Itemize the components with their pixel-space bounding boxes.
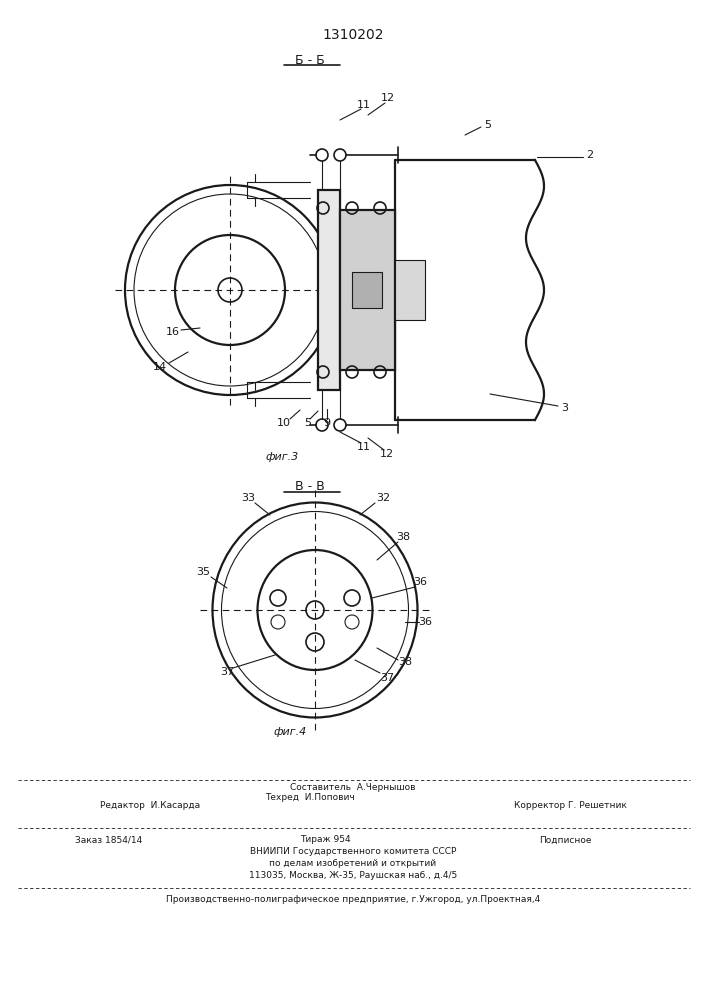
Text: 3: 3: [561, 403, 568, 413]
Text: ВНИИПИ Государственного комитета СССР: ВНИИПИ Государственного комитета СССР: [250, 848, 456, 856]
Text: 33: 33: [241, 493, 255, 503]
Text: 11: 11: [357, 100, 371, 110]
Text: 12: 12: [381, 93, 395, 103]
Text: 36: 36: [418, 617, 432, 627]
Text: 14: 14: [153, 362, 167, 372]
Bar: [340, 210, 395, 370]
Text: 38: 38: [396, 532, 410, 542]
Text: 1310202: 1310202: [322, 28, 384, 42]
Text: фиг.3: фиг.3: [265, 452, 298, 462]
Text: 9: 9: [323, 418, 331, 428]
Text: 12: 12: [380, 449, 394, 459]
Text: Корректор Г. Решетник: Корректор Г. Решетник: [513, 800, 626, 810]
Text: 11: 11: [357, 442, 371, 452]
Text: Подписное: Подписное: [539, 836, 591, 844]
Text: 5: 5: [305, 418, 312, 428]
Text: 37: 37: [220, 667, 234, 677]
Text: Тираж 954: Тираж 954: [300, 836, 350, 844]
Text: В - В: В - В: [295, 481, 325, 493]
Text: 35: 35: [196, 567, 210, 577]
Text: по делам изобретений и открытий: по делам изобретений и открытий: [269, 859, 436, 868]
Text: Производственно-полиграфическое предприятие, г.Ужгород, ул.Проектная,4: Производственно-полиграфическое предприя…: [166, 896, 540, 904]
Text: 16: 16: [166, 327, 180, 337]
Text: Редактор  И.Касарда: Редактор И.Касарда: [100, 800, 200, 810]
Text: Заказ 1854/14: Заказ 1854/14: [75, 836, 142, 844]
Text: Составитель  А.Чернышов: Составитель А.Чернышов: [291, 784, 416, 792]
Text: 2: 2: [586, 150, 594, 160]
Bar: [318, 190, 340, 390]
Text: 38: 38: [398, 657, 412, 667]
Text: 113035, Москва, Ж-35, Раушская наб., д.4/5: 113035, Москва, Ж-35, Раушская наб., д.4…: [249, 871, 457, 880]
Text: фиг.4: фиг.4: [274, 727, 307, 737]
Text: 10: 10: [277, 418, 291, 428]
Bar: [352, 272, 382, 308]
Text: 37: 37: [380, 673, 394, 683]
Text: 32: 32: [376, 493, 390, 503]
Text: Техред  И.Попович: Техред И.Попович: [265, 794, 355, 802]
Text: 36: 36: [413, 577, 427, 587]
Bar: [395, 260, 425, 320]
Text: Б - Б: Б - Б: [295, 53, 325, 66]
Text: 5: 5: [484, 120, 491, 130]
